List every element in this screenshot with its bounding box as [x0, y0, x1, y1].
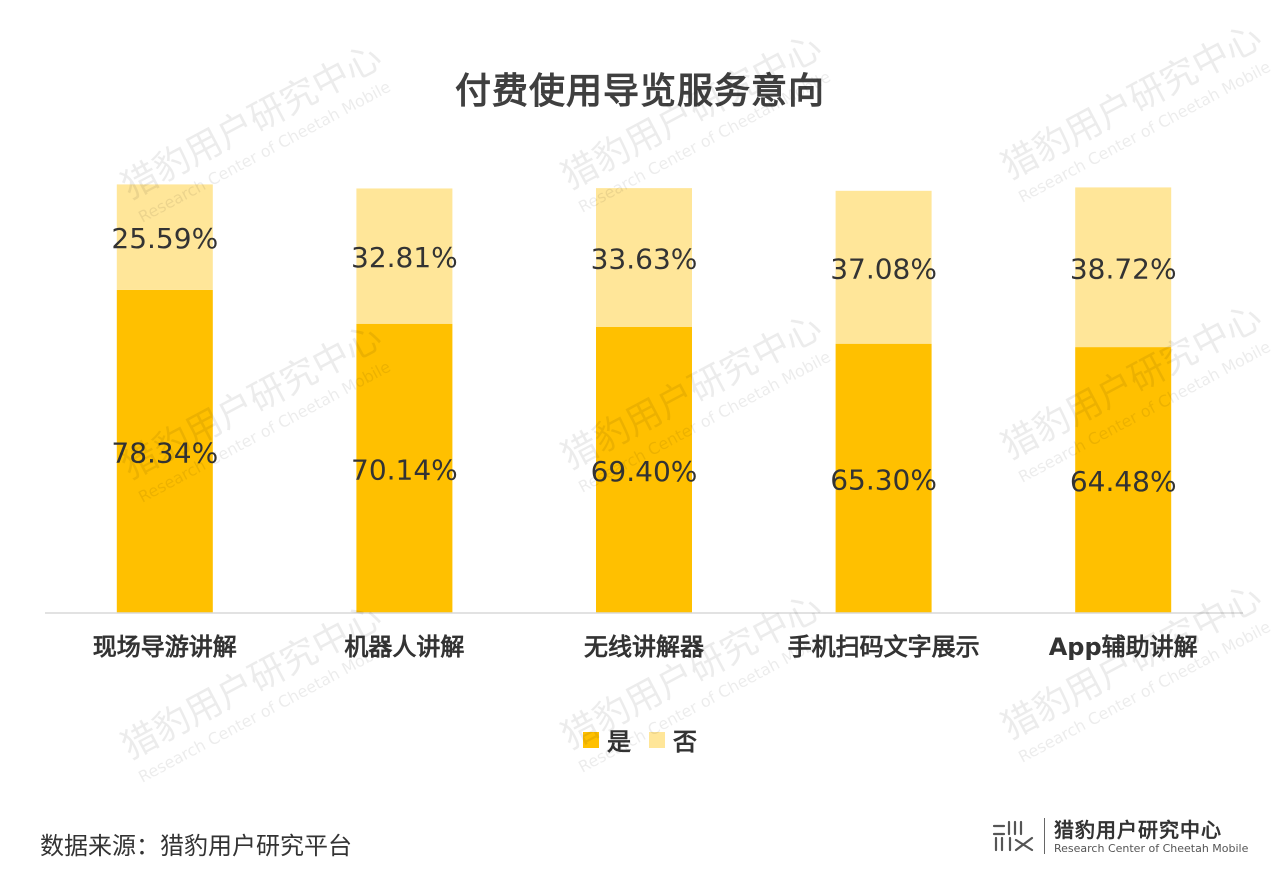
- bar-yes-2: [596, 326, 692, 613]
- data-label-no-2: 33.63%: [591, 242, 698, 275]
- legend-swatch-yes: [583, 731, 599, 748]
- legend-label-no: 否: [673, 728, 697, 756]
- bar-yes-4: [1075, 347, 1172, 613]
- brand-subtitle: Research Center of Cheetah Mobile: [1054, 842, 1249, 855]
- brand-logo-icon: [992, 820, 1034, 852]
- chart-title: 付费使用导览服务意向: [454, 71, 825, 112]
- data-label-yes-1: 70.14%: [351, 453, 458, 486]
- x-tick-label-1: 机器人讲解: [344, 633, 464, 661]
- data-label-no-3: 37.08%: [830, 252, 937, 285]
- data-label-yes-4: 64.48%: [1070, 465, 1177, 498]
- x-tick-label-3: 手机扫码文字展示: [788, 633, 980, 661]
- x-tick-label-0: 现场导游讲解: [93, 633, 237, 661]
- data-label-yes-0: 78.34%: [111, 436, 218, 469]
- legend-swatch-no: [649, 731, 665, 748]
- bar-no-0: [116, 184, 213, 290]
- bar-no-2: [596, 188, 692, 327]
- bar-no-4: [1075, 187, 1172, 348]
- data-label-no-1: 32.81%: [351, 241, 458, 274]
- data-label-yes-3: 65.30%: [830, 463, 937, 496]
- bar-no-1: [356, 188, 453, 324]
- legend-label-yes: 是: [607, 728, 631, 756]
- bar-yes-3: [835, 343, 932, 613]
- legend-item-yes: 是: [583, 722, 631, 757]
- x-tick-label-2: 无线讲解器: [584, 633, 705, 661]
- bar-yes-1: [356, 323, 453, 613]
- data-source-note: 数据来源：猎豹用户研究平台: [40, 832, 352, 860]
- data-label-no-0: 25.59%: [111, 222, 218, 255]
- data-label-no-4: 38.72%: [1070, 252, 1177, 285]
- legend-item-no: 否: [649, 722, 697, 757]
- brand-block: 猎豹用户研究中心 Research Center of Cheetah Mobi…: [990, 812, 1260, 862]
- brand-divider: [1044, 818, 1045, 854]
- bar-yes-0: [116, 289, 213, 613]
- bar-no-3: [835, 190, 932, 344]
- data-label-yes-2: 69.40%: [591, 455, 698, 488]
- chart-legend: 是 否: [0, 722, 1280, 757]
- x-tick-label-4: App辅助讲解: [1049, 633, 1198, 661]
- brand-name: 猎豹用户研究中心: [1054, 818, 1222, 842]
